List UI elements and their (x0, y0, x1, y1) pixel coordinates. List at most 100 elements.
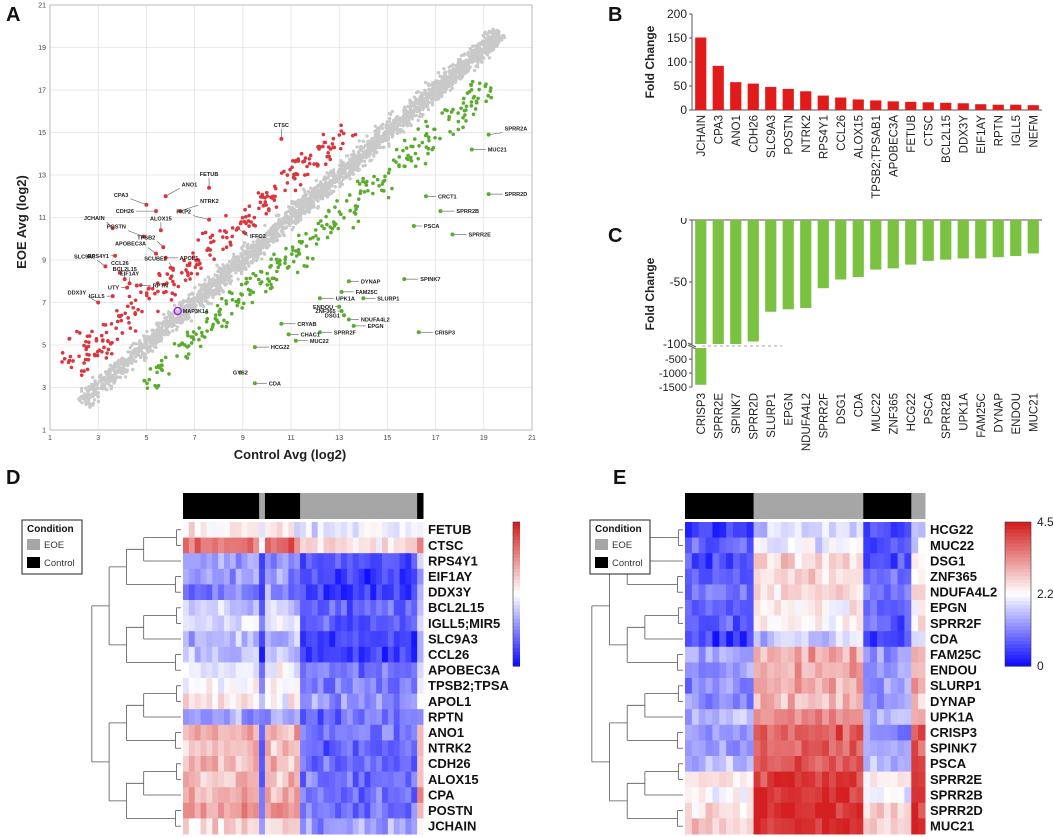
heatmap-cell (918, 615, 926, 632)
scatter-point-neutral (431, 96, 435, 100)
scatter-gene-label: EIF1AY (120, 271, 139, 277)
heatmap-cell (223, 771, 231, 788)
heatmap-cell (370, 584, 377, 601)
heatmap-cell (733, 631, 741, 648)
scatter-point-neutral (348, 171, 352, 176)
scatter-point-neutral (410, 100, 415, 105)
condition-bar-cell (904, 493, 912, 519)
scatter-point-neutral (90, 382, 94, 387)
heatmap-cell (358, 802, 365, 819)
scatter-point-neutral (293, 218, 297, 223)
heatmap-cell (685, 522, 693, 539)
scatter-point-down (426, 135, 431, 139)
heatmap-cell (229, 646, 237, 663)
heatmap-cell (341, 724, 348, 741)
heatmap-cell (739, 709, 748, 726)
heatmap-cell (335, 787, 342, 804)
condition-bar-cell (300, 493, 307, 519)
scatter-point-down (186, 344, 191, 348)
heatmap-cell (774, 631, 782, 648)
color-scale-step (513, 630, 520, 635)
heatmap-cell (370, 631, 377, 648)
scatter-gene-label: ENDOU (313, 305, 333, 311)
heatmap-cell (270, 771, 278, 788)
heatmap-cell (335, 771, 342, 788)
heatmap-cell (288, 631, 295, 648)
scatter-gene-label: CTSC (274, 123, 289, 129)
heatmap-cell (376, 693, 383, 710)
heatmap-cell (223, 787, 231, 804)
heatmap-cell (726, 724, 734, 741)
heatmap-cell (276, 662, 284, 679)
heatmap-cell (387, 662, 395, 679)
heatmap-cell (335, 568, 342, 585)
scatter-point-neutral (167, 319, 172, 324)
scatter-point-neutral (355, 145, 359, 149)
heatmap-cell (335, 553, 342, 570)
heatmap-cell (300, 522, 307, 539)
heatmap-cell (904, 709, 912, 726)
heatmap-cell (705, 662, 713, 679)
heatmap-cell (719, 568, 727, 585)
heatmap-cell (212, 709, 219, 726)
scatter-point-down (265, 271, 269, 276)
scatter-point-neutral (414, 108, 419, 112)
scatter-point-up (203, 230, 208, 235)
scatter-point-neutral (345, 154, 350, 158)
scatter-gene-label: POSTN (107, 225, 126, 231)
heatmap-cell (822, 724, 830, 741)
heatmap-cell (370, 615, 377, 632)
scatter-point-down (218, 312, 222, 317)
scatter-point-neutral (332, 189, 336, 194)
heatmap-cell (417, 568, 424, 585)
heatmap-cell (746, 724, 755, 741)
heatmap-cell (223, 600, 231, 617)
heatmap-cell (691, 693, 700, 710)
scatter-point-neutral (141, 345, 145, 349)
scatter-point-up (133, 298, 138, 303)
scatter-ytick-label: 9 (42, 258, 46, 265)
scatter-point-down (249, 289, 253, 293)
scatter-point-neutral (156, 335, 160, 339)
heatmap-cell (188, 568, 196, 585)
scatter-point-neutral (94, 387, 98, 391)
condition-bar-cell (918, 493, 926, 519)
scatter-point-neutral (87, 384, 91, 389)
heatmap-cell (229, 740, 237, 757)
scatter-point-up (294, 171, 298, 176)
heatmap-cell (870, 568, 878, 585)
scatter-point-neutral (475, 63, 480, 67)
scatter-labeled-point (161, 245, 166, 250)
scatter-point-neutral (96, 391, 101, 395)
heatmap-cell (835, 537, 844, 554)
heatmap-cell (870, 693, 878, 710)
scatter-point-down (354, 207, 358, 212)
condition-bar-cell (183, 493, 190, 519)
heatmap-cell (774, 615, 782, 632)
heatmap-cell (712, 709, 720, 726)
heatmap-cell (370, 662, 377, 679)
condition-bar-cell (241, 493, 248, 519)
scatter-point-down (397, 155, 402, 159)
scatter-point-neutral (395, 125, 399, 129)
heatmap-cell (760, 693, 768, 710)
condition-bar-cell (194, 493, 202, 519)
heatmap-cell (842, 568, 851, 585)
heatmap-cell (264, 537, 272, 554)
scatter-point-up (123, 311, 128, 316)
heatmap-cell (218, 709, 225, 726)
condition-bar-cell (352, 493, 360, 519)
heatmap-cell (870, 584, 878, 601)
heatmap-cell (352, 756, 360, 773)
heatmap-cell (801, 709, 809, 726)
scatter-ylabel: EOE Avg (log2) (14, 175, 29, 269)
scatter-point-neutral (341, 161, 345, 165)
scatter-point-down (417, 144, 421, 148)
heatmap-cell (282, 537, 289, 554)
scatter-xtick-label: 7 (193, 435, 197, 442)
scatter-point-down (296, 248, 301, 252)
heatmap-cell (311, 771, 319, 788)
scatter-point-neutral (472, 68, 477, 73)
condition-bar-cell (387, 493, 395, 519)
scatter-point-down (186, 352, 191, 356)
